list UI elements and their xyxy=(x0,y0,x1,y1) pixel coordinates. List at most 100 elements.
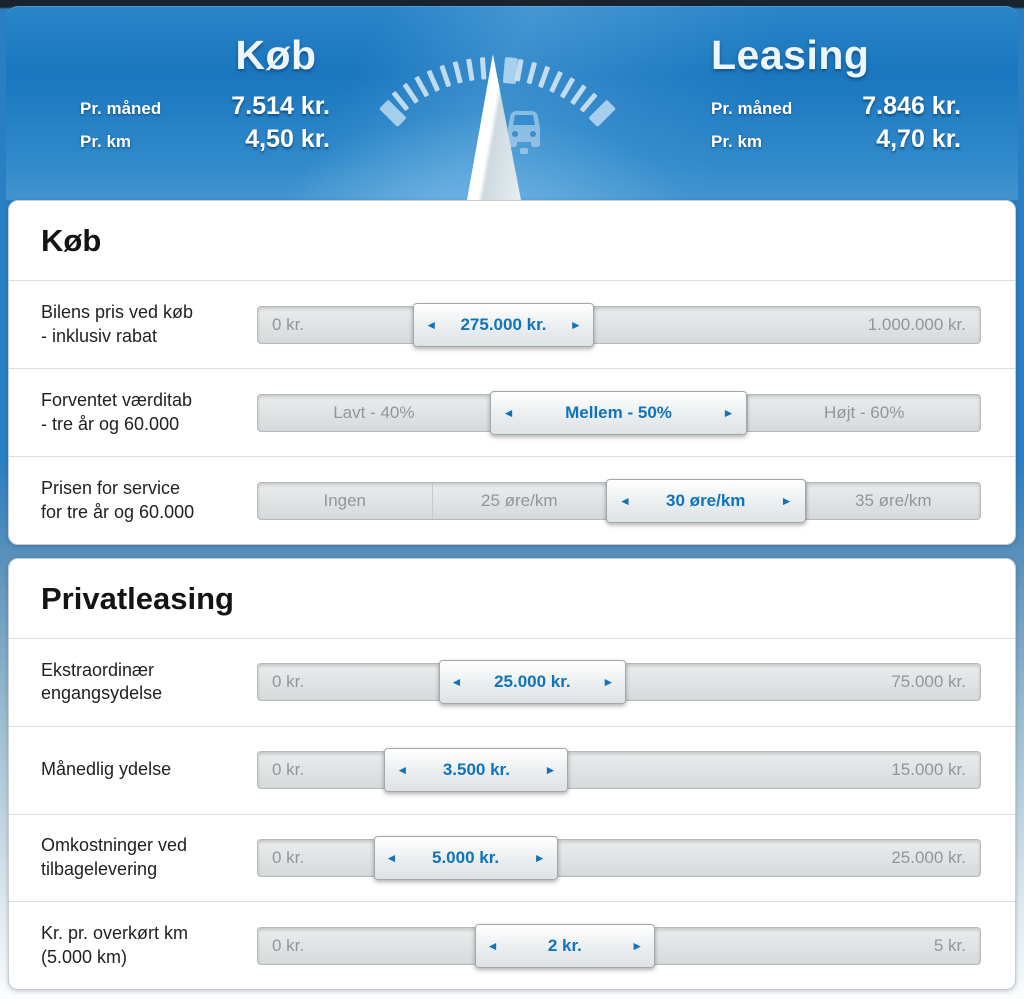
slider-handle[interactable]: ◄ 275.000 kr. ► xyxy=(413,302,594,347)
gauge-tick xyxy=(414,75,430,98)
buy-title: Køb xyxy=(235,32,317,78)
slider-handle[interactable]: ◄ 3.500 kr. ► xyxy=(384,748,569,793)
section-buy: Køb Bilens pris ved køb - inklusiv rabat… xyxy=(8,200,1016,545)
row-return-costs: Omkostninger ved tilbagelevering 0 kr. 2… xyxy=(9,813,1015,902)
option-segment[interactable]: Ingen xyxy=(323,490,367,510)
row-label: Bilens pris ved køb - inklusiv rabat xyxy=(41,302,194,346)
leasing-title: Leasing xyxy=(711,32,870,78)
row-label: Månedlig ydelse xyxy=(41,759,172,780)
gauge-tick xyxy=(426,69,441,92)
arrow-left-icon[interactable]: ◄ xyxy=(502,405,515,420)
gauge-tick xyxy=(466,58,475,82)
selected-option-label: Mellem - 50% xyxy=(565,402,672,422)
slider-min-label: 0 kr. xyxy=(272,935,305,955)
gauge-tick xyxy=(452,61,463,84)
buy-per-km: Pr. km 4,50 kr. xyxy=(80,125,330,158)
arrow-left-icon[interactable]: ◄ xyxy=(486,938,499,953)
slider-max-label: 5 kr. xyxy=(933,935,966,955)
arrow-left-icon[interactable]: ◄ xyxy=(396,763,409,778)
arrow-right-icon[interactable]: ► xyxy=(533,850,546,865)
arrow-right-icon[interactable]: ► xyxy=(780,493,793,508)
gauge-tick xyxy=(402,82,419,104)
stat-value: 4,50 kr. xyxy=(245,125,330,153)
leasing-per-km: Pr. km 4,70 kr. xyxy=(711,125,961,158)
slider-max-label: 25.000 kr. xyxy=(891,847,966,867)
slider-handle[interactable]: ◄ 2 kr. ► xyxy=(474,923,656,968)
slider-min-label: 0 kr. xyxy=(272,847,305,867)
option-segment[interactable]: Højt - 60% xyxy=(747,394,980,431)
monthly-payment-slider[interactable]: 0 kr. 15.000 kr. ◄ 3.500 kr. ► xyxy=(257,748,981,793)
section-private-leasing: Privatleasing Ekstraordinær engangsydels… xyxy=(8,558,1016,990)
row-depreciation: Forventet værditab - tre år og 60.000 La… xyxy=(9,368,1015,456)
gauge-tick xyxy=(479,57,487,80)
row-label: Kr. pr. overkørt km (5.000 km) xyxy=(41,923,189,967)
stat-label: Pr. måned xyxy=(80,99,162,118)
car-price-slider[interactable]: 0 kr. 1.000.000 kr. ◄ 275.000 kr. ► xyxy=(257,302,981,347)
gauge-tick xyxy=(439,64,452,88)
stat-value: 7.846 kr. xyxy=(862,92,961,120)
row-monthly-payment: Månedlig ydelse 0 kr. 15.000 kr. ◄ 3.500… xyxy=(9,725,1015,814)
comparison-header: Køb Pr. måned 7.514 kr. Pr. km 4,50 kr. … xyxy=(6,6,1018,200)
slider-max-label: 75.000 kr. xyxy=(891,672,966,692)
arrow-right-icon[interactable]: ► xyxy=(544,763,557,778)
stat-label: Pr. måned xyxy=(711,99,793,118)
slider-min-label: 0 kr. xyxy=(272,672,305,692)
gauge-tick xyxy=(549,70,563,93)
return-costs-slider[interactable]: 0 kr. 25.000 kr. ◄ 5.000 kr. ► xyxy=(257,835,981,880)
slider-value: 25.000 kr. xyxy=(494,672,571,692)
stat-label: Pr. km xyxy=(80,132,132,151)
section-title: Privatleasing xyxy=(9,559,1015,639)
section-title: Køb xyxy=(9,201,1015,281)
leasing-per-month: Pr. måned 7.846 kr. xyxy=(711,92,961,125)
selected-option-label: 30 øre/km xyxy=(666,490,746,510)
row-label: Prisen for service for tre år og 60.000 xyxy=(41,478,195,522)
leasing-stats: Pr. måned 7.846 kr. Pr. km 4,70 kr. xyxy=(711,92,961,158)
gauge xyxy=(6,6,1018,200)
gauge-tick xyxy=(538,65,551,89)
stat-value: 4,70 kr. xyxy=(876,125,961,153)
gauge-tick xyxy=(559,77,576,99)
slider-min-label: 0 kr. xyxy=(272,314,305,334)
option-segment[interactable]: 35 øre/km xyxy=(805,482,981,519)
downpayment-slider[interactable]: 0 kr. 75.000 kr. ◄ 25.000 kr. ► xyxy=(257,660,981,705)
row-label: Ekstraordinær engangsydelse xyxy=(41,659,163,704)
arrow-left-icon[interactable]: ◄ xyxy=(450,675,463,690)
slider-max-label: 1.000.000 kr. xyxy=(867,314,966,334)
slider-value: 5.000 kr. xyxy=(432,847,500,867)
option-segment[interactable]: 25 øre/km xyxy=(431,482,607,519)
slider-handle[interactable]: ◄ 5.000 kr. ► xyxy=(373,835,558,880)
car-icon xyxy=(508,111,540,154)
service-price-options[interactable]: Ingen 25 øre/km ◄ 30 øre/km ► 35 øre/km xyxy=(257,478,981,523)
buy-per-month: Pr. måned 7.514 kr. xyxy=(80,92,330,125)
row-car-price: Bilens pris ved køb - inklusiv rabat 0 k… xyxy=(9,281,1015,368)
arrow-left-icon[interactable]: ◄ xyxy=(385,850,398,865)
buy-stats: Pr. måned 7.514 kr. Pr. km 4,50 kr. xyxy=(80,92,330,158)
row-downpayment: Ekstraordinær engangsydelse 0 kr. 75.000… xyxy=(9,639,1015,726)
arrow-left-icon[interactable]: ◄ xyxy=(425,317,438,332)
slider-value: 275.000 kr. xyxy=(460,314,547,334)
arrow-right-icon[interactable]: ► xyxy=(722,405,735,420)
row-label: Omkostninger ved tilbagelevering xyxy=(41,835,188,879)
stat-value: 7.514 kr. xyxy=(231,92,330,120)
slider-handle[interactable]: ◄ 25.000 kr. ► xyxy=(438,660,627,705)
depreciation-options[interactable]: Lavt - 40% ◄ Mellem - 50% ► Højt - 60% xyxy=(257,390,981,435)
arrow-right-icon[interactable]: ► xyxy=(602,675,615,690)
row-overrun-km-price: Kr. pr. overkørt km (5.000 km) 0 kr. 5 k… xyxy=(9,901,1015,989)
stat-label: Pr. km xyxy=(711,132,763,151)
slider-max-label: 15.000 kr. xyxy=(891,760,966,780)
slider-min-label: 0 kr. xyxy=(272,760,305,780)
arrow-right-icon[interactable]: ► xyxy=(569,317,582,332)
option-segment[interactable]: Lavt - 40% xyxy=(333,402,415,422)
slider-value: 3.500 kr. xyxy=(442,760,510,780)
arrow-left-icon[interactable]: ◄ xyxy=(619,493,631,508)
arrow-right-icon[interactable]: ► xyxy=(631,938,644,953)
gauge-tick xyxy=(526,61,538,85)
row-label: Forventet værditab - tre år og 60.000 xyxy=(41,390,193,434)
option-segment-selected[interactable]: ◄ Mellem - 50% ► xyxy=(489,390,748,435)
gauge-tick xyxy=(588,99,616,128)
option-segment-selected[interactable]: ◄ 30 øre/km ► xyxy=(606,478,806,523)
overrun-km-slider[interactable]: 0 kr. 5 kr. ◄ 2 kr. ► xyxy=(257,923,981,968)
slider-value: 2 kr. xyxy=(547,935,582,955)
row-service-price: Prisen for service for tre år og 60.000 … xyxy=(9,456,1015,544)
